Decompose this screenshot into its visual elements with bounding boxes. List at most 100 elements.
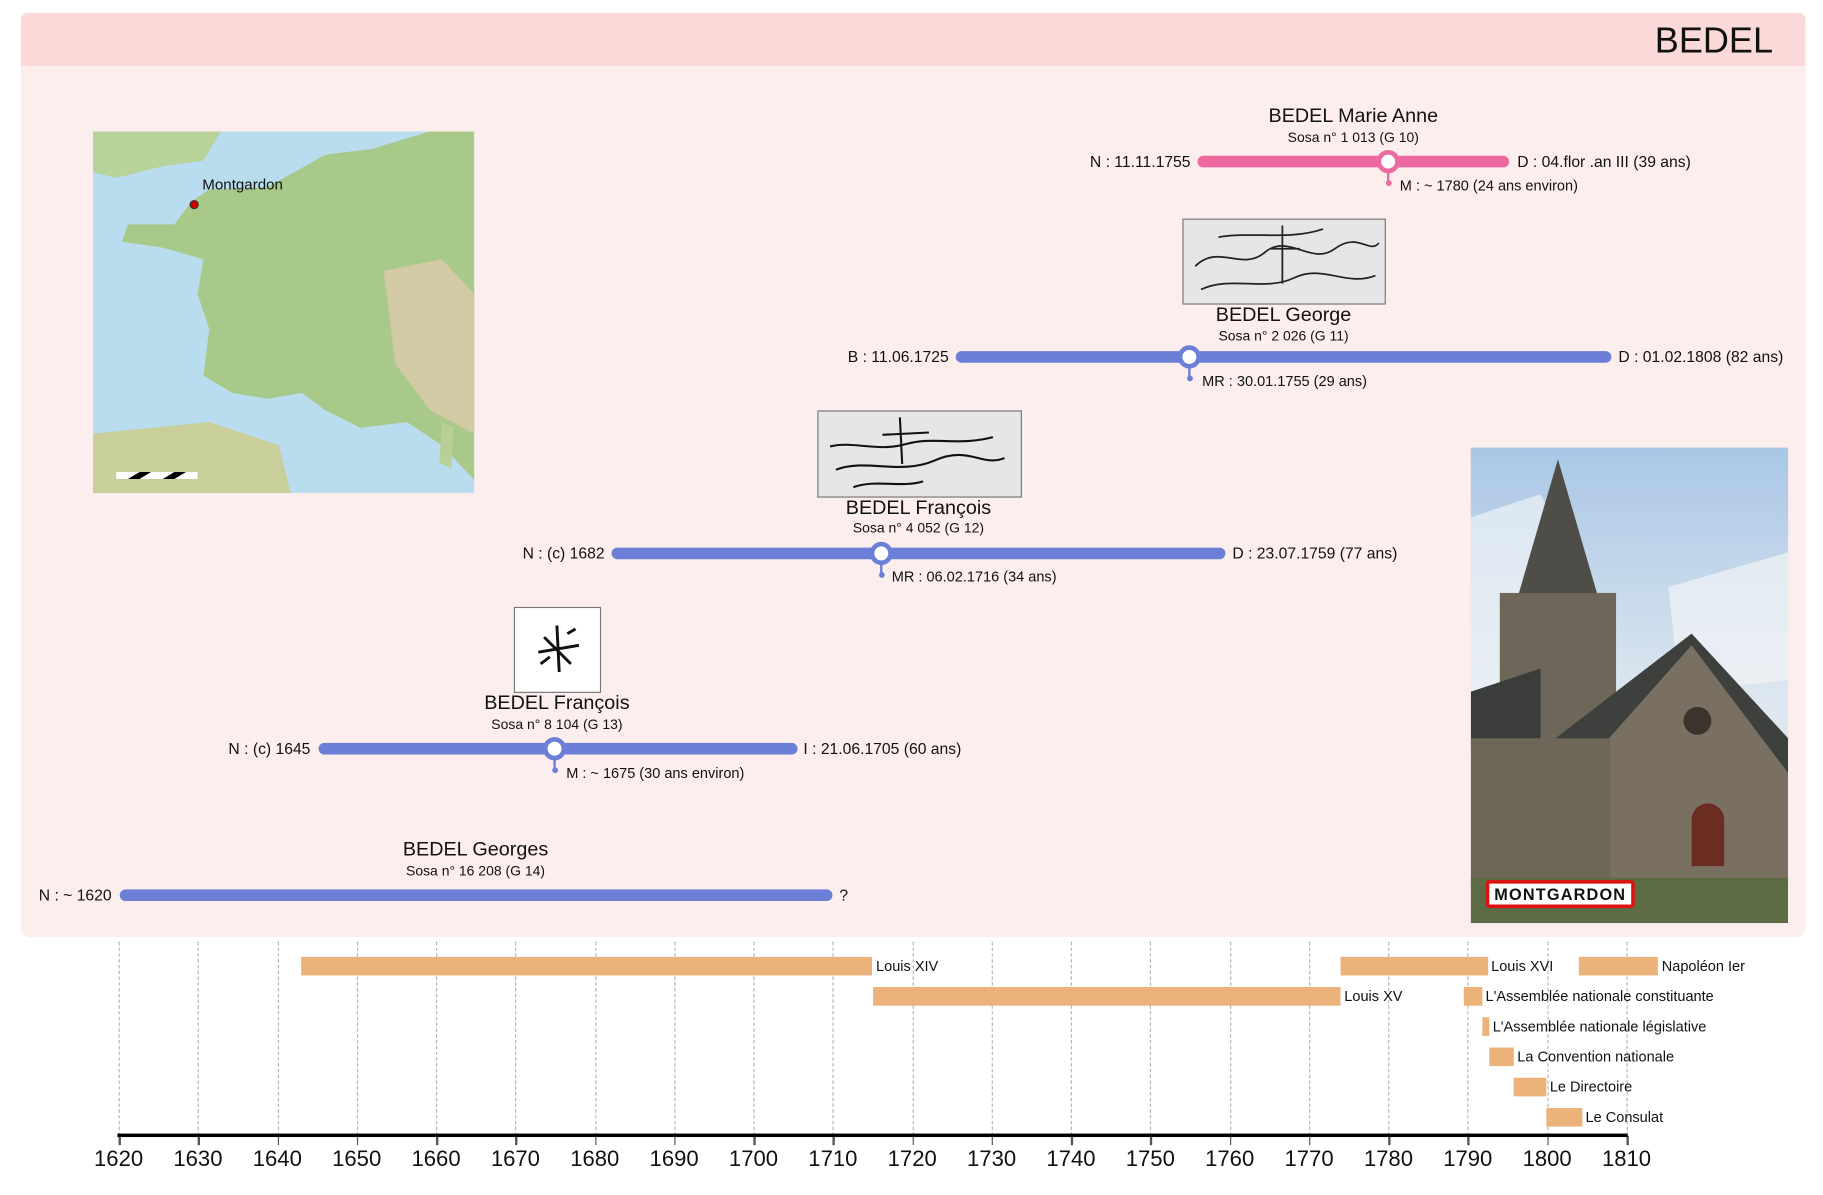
tick-mark <box>197 1135 200 1146</box>
tick-mark <box>991 1135 994 1146</box>
gridline <box>1070 941 1073 1136</box>
tick-mark <box>1309 1135 1311 1146</box>
reign-bar[interactable] <box>1463 987 1483 1006</box>
montgardon-sign: MONTGARDON <box>1485 880 1635 909</box>
marriage-marker[interactable] <box>1177 345 1201 369</box>
tick-mark <box>436 1135 438 1146</box>
gridline <box>356 941 358 1136</box>
marriage-stem <box>1186 363 1193 382</box>
tick-label: 1790 <box>1443 1147 1493 1172</box>
lifespan-bar[interactable] <box>611 547 1226 560</box>
tick-mark <box>1388 1135 1391 1146</box>
marriage-stem <box>878 560 885 578</box>
person-name[interactable]: BEDEL Georges <box>402 838 549 861</box>
gridline <box>1467 941 1469 1136</box>
signature-image <box>817 410 1022 498</box>
reign-bar[interactable] <box>1578 956 1659 976</box>
map-image: Montgardon <box>93 131 475 493</box>
birth-label: N : 11.11.1755 <box>1089 152 1191 171</box>
marriage-label: M : ~ 1675 (30 ans environ) <box>566 765 745 782</box>
gridline <box>1388 941 1390 1136</box>
person-name[interactable]: BEDEL François <box>845 496 992 519</box>
birth-label: N : (c) 1645 <box>228 740 311 758</box>
marriage-stem <box>1385 168 1392 187</box>
baptism-label: B : 11.06.1725 <box>847 348 949 366</box>
marriage-marker[interactable] <box>869 541 893 566</box>
gridline <box>832 941 835 1136</box>
person-sosa: Sosa n° 8 104 (G 13) <box>491 716 623 733</box>
tick-label: 1770 <box>1284 1147 1334 1172</box>
tick-label: 1750 <box>1125 1147 1175 1172</box>
lifespan-bar[interactable] <box>1197 155 1510 168</box>
marriage-marker[interactable] <box>1376 149 1400 174</box>
gridline <box>1229 941 1231 1136</box>
marriage-marker[interactable] <box>542 737 567 761</box>
tick-label: 1620 <box>94 1147 144 1172</box>
reign-bar[interactable] <box>301 956 873 976</box>
person-name[interactable]: BEDEL Marie Anne <box>1268 104 1439 127</box>
reign-label: Louis XV <box>1344 988 1403 1005</box>
page-title: BEDEL <box>1654 19 1774 61</box>
gridline <box>118 941 120 1136</box>
gridline <box>1150 941 1152 1136</box>
reign-bar[interactable] <box>872 987 1341 1006</box>
reign-label: Louis XVI <box>1491 958 1554 975</box>
gridline <box>594 941 596 1136</box>
lifespan-bar[interactable] <box>119 889 833 902</box>
gridline <box>674 941 676 1136</box>
gridline <box>991 941 993 1136</box>
person-name[interactable]: BEDEL George <box>1215 303 1352 326</box>
marriage-label: M : ~ 1780 (24 ans environ) <box>1399 177 1578 195</box>
tick-mark <box>832 1135 835 1146</box>
reign-bar[interactable] <box>1482 1017 1490 1036</box>
gridline <box>436 941 438 1136</box>
tick-mark <box>515 1135 518 1146</box>
signature-mark-image <box>513 606 602 693</box>
death-label: D : 01.02.1808 (82 ans) <box>1618 348 1784 366</box>
tick-mark <box>1467 1135 1470 1146</box>
person-sosa: Sosa n° 4 052 (G 12) <box>852 519 985 536</box>
tick-label: 1740 <box>1046 1147 1096 1172</box>
lifespan-bar[interactable] <box>955 351 1612 363</box>
tick-label: 1730 <box>967 1147 1017 1172</box>
death-label: ? <box>839 886 849 904</box>
header-band: BEDEL <box>20 12 1806 67</box>
church-illustration <box>1470 459 1789 924</box>
tick-label: 1640 <box>252 1147 302 1172</box>
gridline <box>197 941 200 1136</box>
tick-label: 1660 <box>411 1147 461 1172</box>
death-label: D : 04.flor .an III (39 ans) <box>1517 152 1691 171</box>
tick-mark <box>1070 1135 1073 1146</box>
reign-bar[interactable] <box>1546 1107 1583 1127</box>
reign-bar[interactable] <box>1489 1047 1514 1067</box>
reign-label: Le Directoire <box>1549 1078 1633 1096</box>
tick-mark <box>277 1135 280 1146</box>
person-sosa: Sosa n° 1 013 (G 10) <box>1287 129 1419 146</box>
gridline <box>1309 941 1311 1136</box>
reign-bar[interactable] <box>1340 956 1488 976</box>
gridline <box>753 941 755 1136</box>
reign-label: Napoléon Ier <box>1661 958 1745 975</box>
tick-mark <box>1229 1135 1232 1146</box>
tick-mark <box>356 1135 359 1146</box>
tick-label: 1690 <box>649 1147 699 1172</box>
reign-label: Louis XIV <box>876 958 939 975</box>
person-name[interactable]: BEDEL François <box>484 691 630 714</box>
tick-label: 1670 <box>490 1147 540 1172</box>
tick-mark <box>1150 1135 1153 1146</box>
tick-mark <box>912 1135 914 1146</box>
tick-mark <box>674 1135 676 1146</box>
tick-label: 1710 <box>808 1147 858 1172</box>
reign-label: L'Assemblée nationale constituante <box>1485 988 1714 1005</box>
gridline <box>277 941 279 1136</box>
tick-label: 1700 <box>728 1147 779 1172</box>
reign-bar[interactable] <box>1513 1077 1547 1097</box>
marriage-label: MR : 06.02.1716 (34 ans) <box>891 568 1057 585</box>
tick-label: 1630 <box>173 1147 223 1172</box>
reign-label: Le Consulat <box>1585 1109 1664 1126</box>
tick-mark <box>1547 1135 1549 1146</box>
burial-label: I : 21.06.1705 (60 ans) <box>803 740 962 758</box>
tick-mark <box>1626 1135 1629 1146</box>
reign-label: La Convention nationale <box>1517 1048 1675 1065</box>
tick-label: 1810 <box>1601 1147 1652 1172</box>
